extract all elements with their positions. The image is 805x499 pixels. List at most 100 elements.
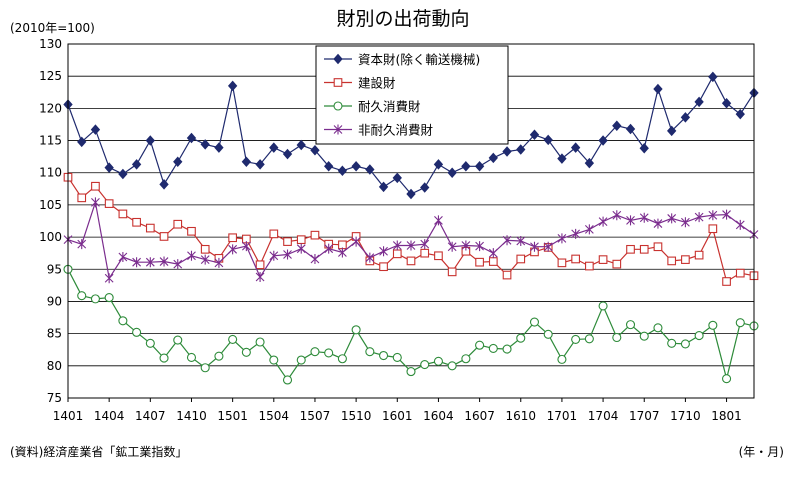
data-point bbox=[625, 123, 636, 135]
data-point bbox=[351, 236, 361, 247]
data-point bbox=[283, 237, 292, 246]
data-point bbox=[379, 246, 388, 257]
data-point bbox=[104, 293, 114, 303]
data-point bbox=[227, 80, 238, 92]
data-point bbox=[269, 229, 279, 239]
data-point bbox=[681, 255, 690, 264]
data-point bbox=[269, 250, 279, 261]
data-point bbox=[530, 241, 539, 252]
chart-title: 財別の出荷動向 bbox=[336, 8, 469, 30]
data-point bbox=[337, 354, 347, 364]
series-line bbox=[67, 269, 755, 382]
data-point bbox=[228, 244, 238, 255]
data-point bbox=[461, 354, 471, 364]
data-point bbox=[200, 363, 210, 373]
x-tick-label: 1701 bbox=[547, 409, 578, 423]
data-point bbox=[159, 353, 169, 363]
data-point bbox=[708, 71, 718, 83]
data-point bbox=[625, 320, 636, 330]
data-point bbox=[516, 254, 526, 264]
data-point bbox=[145, 223, 155, 233]
data-point bbox=[474, 161, 485, 172]
legend-label: 非耐久消費財 bbox=[358, 123, 434, 138]
data-point bbox=[228, 334, 238, 344]
data-point bbox=[282, 148, 293, 160]
source-note: (資料)経済産業省「鉱工業指数」 bbox=[10, 444, 187, 459]
data-point bbox=[187, 226, 196, 236]
x-tick-label: 1704 bbox=[588, 409, 619, 423]
data-point bbox=[584, 334, 594, 344]
x-tick-label: 1410 bbox=[176, 409, 207, 423]
data-point bbox=[543, 329, 553, 339]
series-line bbox=[67, 202, 755, 280]
data-point bbox=[434, 215, 443, 226]
x-tick-label: 1504 bbox=[259, 409, 290, 423]
data-point bbox=[584, 157, 595, 169]
data-point bbox=[337, 165, 348, 177]
y-tick-label: 85 bbox=[47, 327, 62, 341]
data-point bbox=[571, 254, 580, 264]
data-point bbox=[90, 294, 100, 304]
data-point bbox=[310, 144, 320, 156]
data-point bbox=[241, 156, 252, 168]
data-point bbox=[118, 316, 128, 326]
data-point bbox=[639, 331, 649, 341]
data-point bbox=[680, 339, 690, 349]
data-point bbox=[200, 139, 210, 150]
series-2 bbox=[63, 172, 759, 286]
unit-label: (2010年=100) bbox=[10, 21, 95, 35]
data-point bbox=[667, 256, 677, 266]
data-point bbox=[447, 267, 457, 277]
data-point bbox=[557, 258, 567, 268]
data-point bbox=[543, 241, 553, 252]
data-point bbox=[502, 344, 512, 354]
legend-marker bbox=[333, 78, 343, 87]
data-point bbox=[338, 247, 347, 258]
data-point bbox=[735, 219, 745, 230]
data-point bbox=[77, 239, 87, 250]
data-point bbox=[475, 340, 485, 350]
x-axis-label: (年・月) bbox=[739, 445, 784, 459]
legend-marker bbox=[333, 53, 343, 65]
data-point bbox=[159, 256, 169, 267]
data-point bbox=[598, 216, 608, 227]
data-point bbox=[145, 257, 155, 268]
data-point bbox=[186, 132, 197, 144]
y-tick-label: 95 bbox=[47, 262, 62, 276]
data-point bbox=[653, 242, 663, 252]
data-point bbox=[735, 268, 745, 278]
legend-box bbox=[315, 45, 509, 145]
data-point bbox=[200, 254, 210, 265]
data-point bbox=[420, 182, 430, 193]
data-point bbox=[406, 256, 416, 266]
data-point bbox=[365, 252, 375, 263]
data-point bbox=[447, 241, 457, 252]
x-tick-label: 1407 bbox=[135, 409, 166, 423]
data-point bbox=[639, 143, 649, 154]
data-point bbox=[488, 152, 498, 164]
data-point bbox=[502, 146, 512, 157]
data-point bbox=[104, 273, 114, 284]
data-point bbox=[570, 142, 581, 153]
data-point bbox=[420, 248, 430, 258]
data-point bbox=[461, 161, 471, 172]
data-point bbox=[392, 240, 402, 251]
data-point bbox=[255, 337, 265, 347]
data-point bbox=[310, 347, 320, 357]
data-point bbox=[598, 255, 608, 264]
y-tick-label: 110 bbox=[39, 166, 62, 180]
data-point bbox=[91, 197, 100, 208]
data-point bbox=[433, 356, 443, 366]
data-point bbox=[379, 350, 389, 361]
data-point bbox=[104, 162, 114, 173]
data-point bbox=[735, 108, 745, 120]
data-point bbox=[269, 355, 279, 365]
data-point bbox=[365, 164, 375, 175]
data-point bbox=[90, 124, 101, 135]
data-point bbox=[118, 168, 128, 180]
data-point bbox=[241, 241, 251, 252]
data-point bbox=[516, 333, 526, 343]
data-point bbox=[77, 136, 87, 148]
